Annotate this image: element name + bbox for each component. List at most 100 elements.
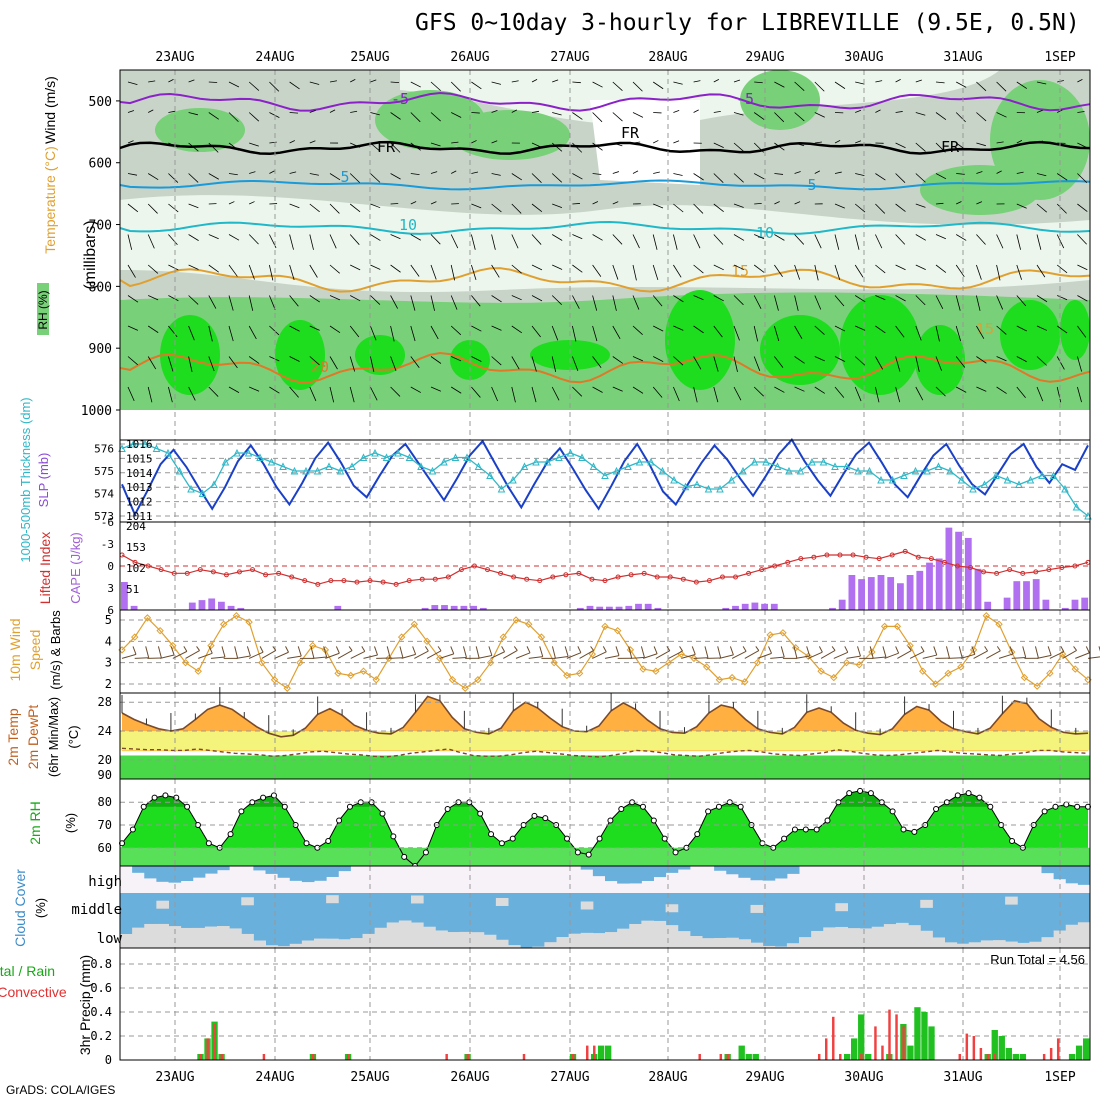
thickness-point: [187, 484, 195, 493]
wind-speed-point: [423, 637, 431, 646]
wind-barb: [854, 264, 864, 278]
thickness-point: [141, 439, 149, 448]
thickness-point: [198, 489, 207, 497]
wind-barb: [673, 386, 680, 402]
wind-barb: [329, 80, 337, 83]
rain-bar: [851, 1038, 858, 1060]
cloud-high-bar: [132, 866, 145, 873]
wind-barb: [228, 234, 240, 241]
wind-barb: [956, 173, 965, 175]
cloud-high-bar: [726, 866, 739, 875]
wind-barb: [794, 81, 805, 92]
temp-contour-minus5: [119, 91, 1091, 112]
contour-label: FR: [621, 124, 640, 142]
wind-barb: [1056, 386, 1062, 403]
cape-bar: [751, 602, 759, 610]
wind-barb: [168, 295, 179, 302]
wind-barb-flag: [933, 646, 938, 656]
convective-bar: [466, 1054, 469, 1060]
wind-barb-flag: [374, 646, 378, 656]
wind-barb: [753, 264, 765, 273]
wind-barb: [673, 173, 683, 176]
li-point: [511, 574, 517, 580]
rh-point: [379, 810, 386, 817]
wind-barb: [935, 234, 947, 240]
li-tick: 6: [107, 604, 114, 617]
thickness-point: [969, 484, 977, 493]
rh-point: [325, 837, 332, 844]
wind-barb-10m: [846, 655, 861, 659]
wind-barb: [349, 325, 360, 338]
wind-barb: [733, 173, 744, 183]
wind-speed-point: [690, 654, 698, 663]
rh-point: [976, 794, 983, 801]
cape-bar: [945, 527, 953, 610]
wind-barb-flag: [526, 646, 531, 653]
thickness-point: [854, 466, 862, 475]
wind-barb: [996, 264, 1001, 281]
wind-barb: [794, 112, 805, 122]
thickness-point: [532, 457, 540, 466]
contour-label: 5: [807, 176, 816, 194]
wind-barb: [915, 386, 924, 401]
rh-point: [1074, 803, 1081, 810]
wind-barb: [127, 110, 135, 113]
wind-barb: [390, 386, 401, 397]
wind-speed-point: [486, 658, 495, 667]
wind-barb: [471, 140, 477, 144]
cape-bar: [877, 575, 885, 610]
wind-speed-point: [830, 673, 838, 682]
convective-bar: [888, 1009, 891, 1060]
rh-point: [933, 806, 940, 813]
li-point: [641, 570, 647, 576]
li-point: [393, 581, 399, 587]
convective-bar: [979, 1048, 983, 1060]
wind-barb-10m: [922, 654, 937, 659]
cloud-high-bar: [580, 866, 594, 870]
wind-barb: [935, 202, 944, 205]
cloud-low-gap: [483, 934, 497, 948]
li-point: [850, 552, 856, 558]
wind-speed-point: [766, 631, 774, 639]
wind-barb: [834, 295, 845, 307]
wind-barb: [430, 325, 439, 340]
wind-barb: [955, 234, 967, 241]
wind-barb: [228, 386, 240, 393]
wind-barb: [531, 264, 543, 271]
li-point: [223, 572, 229, 578]
temp-tick: 24: [98, 724, 112, 738]
cloud-low-gap: [568, 933, 582, 948]
convective-bar: [874, 1026, 877, 1060]
rh-saturated-area: [760, 315, 840, 385]
thickness-point: [865, 466, 874, 475]
wind-barb: [127, 325, 139, 331]
wind-barb: [693, 386, 698, 403]
wind-barb: [733, 203, 744, 208]
wind-barb: [249, 142, 259, 147]
rain-bar: [998, 1036, 1005, 1060]
wind-barb: [572, 386, 583, 397]
wind-barb: [875, 203, 886, 214]
rh-point: [889, 808, 896, 815]
wind-barb: [471, 234, 476, 250]
wind-speed-point: [1071, 665, 1079, 673]
convective-bar: [347, 1054, 350, 1060]
wind-barb: [733, 356, 738, 372]
wind-barb: [269, 112, 280, 118]
wind-barb: [652, 295, 663, 307]
wind-barb: [693, 203, 704, 214]
wind-barb: [774, 295, 779, 311]
wind-barb: [188, 264, 199, 270]
precip-panel-frame: [119, 947, 1091, 1061]
cloud-low-gap: [508, 945, 521, 948]
wind-barb: [127, 81, 138, 85]
wind-barb-flag: [145, 646, 150, 658]
wind-speed-point: [1020, 673, 1029, 682]
wind-barb: [774, 234, 785, 241]
cape-bar: [635, 603, 642, 610]
wind-barb: [956, 201, 962, 205]
wind-barb-flag: [729, 646, 734, 656]
thickness-axis-label: 1000-500mb Thickness (dm): [18, 397, 33, 562]
wind-speed-point: [614, 626, 622, 635]
wind-barb: [329, 203, 340, 214]
